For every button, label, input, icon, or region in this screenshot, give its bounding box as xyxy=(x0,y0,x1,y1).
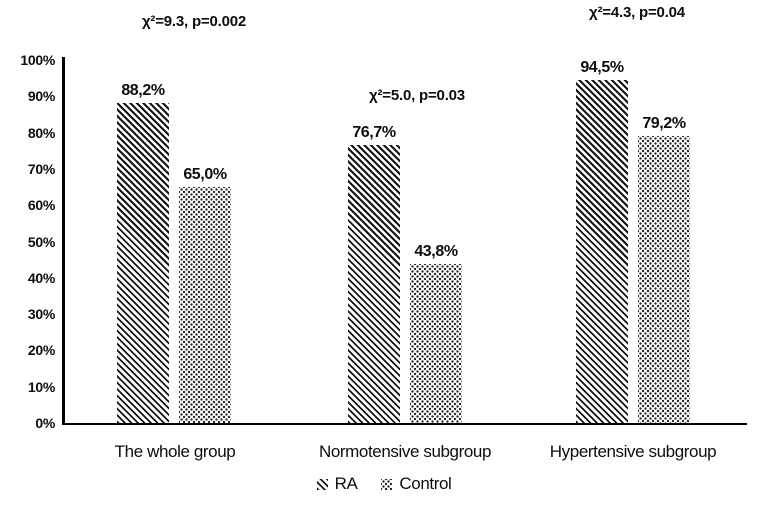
y-tick-label: 100% xyxy=(20,52,55,68)
bar-ra-group-2 xyxy=(348,145,400,423)
x-axis-line xyxy=(62,423,747,425)
y-tick-label: 40% xyxy=(27,269,55,286)
bar-control-group-2 xyxy=(410,264,462,423)
bar-control-group-3 xyxy=(638,136,690,423)
legend-label-control: Control xyxy=(399,474,452,493)
y-tick-label: 20% xyxy=(27,342,55,359)
y-tick-label: 0% xyxy=(35,415,55,431)
y-tick-label: 50% xyxy=(27,233,55,250)
value-label-control-group-1: 65,0% xyxy=(183,166,227,183)
x-category-label: Normotensive subgroup xyxy=(318,442,492,461)
bar-ra-group-3 xyxy=(576,80,628,423)
y-tick-label: 10% xyxy=(27,378,55,395)
chi-square-annotation-whole-group: χ²=9.3, p=0.002 xyxy=(141,13,247,30)
value-label-control-group-3: 79,2% xyxy=(642,115,686,132)
y-tick-label: 90% xyxy=(27,88,55,105)
y-tick-label: 60% xyxy=(27,197,55,214)
ra-legend-swatch-icon xyxy=(316,478,328,490)
y-axis-line xyxy=(62,57,65,424)
x-category-label: The whole group xyxy=(114,442,236,461)
chi-square-annotation-normotensive: χ²=5.0, p=0.03 xyxy=(369,87,465,104)
value-label-ra-group-1: 88,2% xyxy=(121,82,165,99)
legend-label-ra: RA xyxy=(334,474,358,493)
bar-ra-group-1 xyxy=(117,103,169,423)
value-label-ra-group-2: 76,7% xyxy=(352,124,396,141)
value-label-ra-group-3: 94,5% xyxy=(580,59,624,76)
y-tick-label: 80% xyxy=(27,124,55,141)
y-tick-label: 30% xyxy=(27,306,55,323)
value-label-control-group-2: 43,8% xyxy=(414,243,458,260)
x-category-label: Hypertensive subgroup xyxy=(549,442,717,461)
control-legend-swatch-icon xyxy=(381,478,393,490)
legend: RA Control xyxy=(5,474,758,494)
y-tick-label: 70% xyxy=(27,160,55,177)
bar-control-group-1 xyxy=(179,187,231,423)
chi-square-annotation-hypertensive: χ²=4.3, p=0.04 xyxy=(589,4,685,21)
